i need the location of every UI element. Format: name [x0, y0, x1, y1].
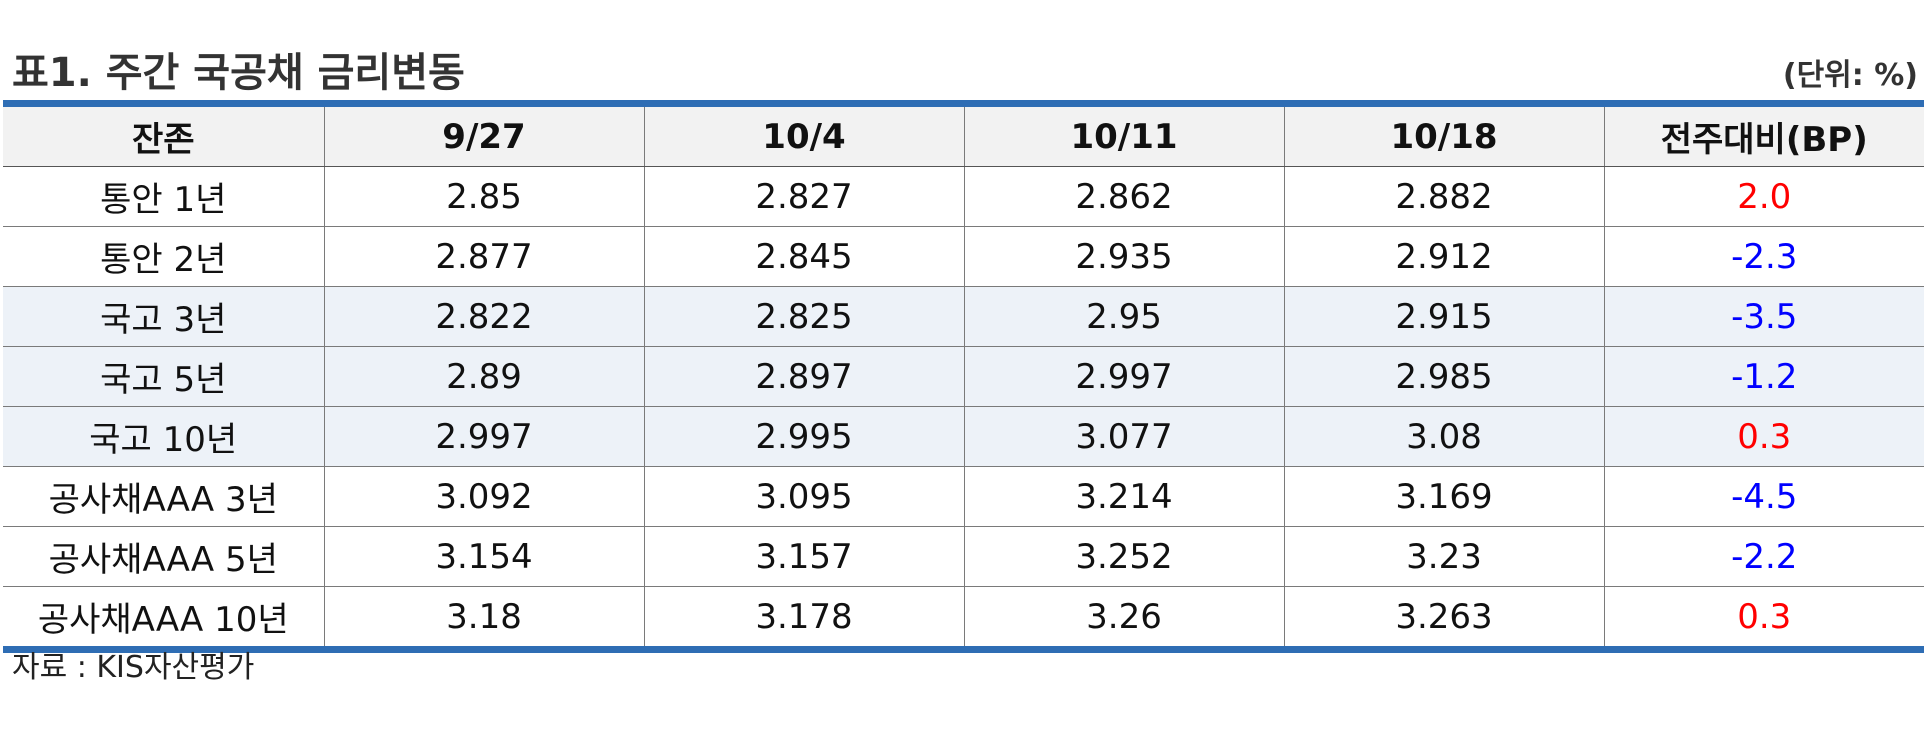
- change-cell: 0.3: [1603, 406, 1924, 467]
- rate-table-container: 잔존 9/27 10/4 10/11 10/18 전주대비(BP) 통안 1년 2…: [3, 100, 1924, 653]
- rate-table: 잔존 9/27 10/4 10/11 10/18 전주대비(BP) 통안 1년 2…: [3, 107, 1924, 646]
- table-header: 잔존 9/27 10/4 10/11 10/18 전주대비(BP): [3, 107, 1924, 167]
- table-row: 공사채AAA 5년 3.154 3.157 3.252 3.23 -2.2: [3, 526, 1924, 587]
- table-row: 통안 1년 2.85 2.827 2.862 2.882 2.0: [3, 166, 1924, 227]
- rate-cell: 2.997: [323, 406, 644, 467]
- header-date: 10/18: [1283, 107, 1604, 167]
- rate-cell: 3.26: [963, 586, 1284, 646]
- rate-cell: 3.18: [323, 586, 644, 646]
- rate-cell: 3.263: [1283, 586, 1604, 646]
- rate-cell: 2.897: [643, 346, 964, 407]
- row-label: 통안 2년: [3, 226, 324, 287]
- rate-cell: 2.995: [643, 406, 964, 467]
- row-label: 통안 1년: [3, 166, 324, 227]
- rate-cell: 3.252: [963, 526, 1284, 587]
- source-note: 자료 : KIS자산평가: [12, 650, 255, 685]
- rate-cell: 2.89: [323, 346, 644, 407]
- rate-cell: 2.915: [1283, 286, 1604, 347]
- table-title: 표1. 주간 국공채 금리변동: [12, 50, 465, 96]
- rate-cell: 2.95: [963, 286, 1284, 347]
- rate-cell: 3.092: [323, 466, 644, 527]
- rate-cell: 2.877: [323, 226, 644, 287]
- change-cell: 0.3: [1603, 586, 1924, 646]
- rate-cell: 2.985: [1283, 346, 1604, 407]
- header-row: 잔존 9/27 10/4 10/11 10/18 전주대비(BP): [3, 107, 1924, 167]
- table-row: 공사채AAA 3년 3.092 3.095 3.214 3.169 -4.5: [3, 466, 1924, 527]
- unit-label: (단위: %): [1782, 58, 1918, 93]
- rate-cell: 2.862: [963, 166, 1284, 227]
- row-label: 공사채AAA 5년: [3, 526, 324, 587]
- rate-cell: 3.154: [323, 526, 644, 587]
- rate-cell: 2.822: [323, 286, 644, 347]
- rate-cell: 2.827: [643, 166, 964, 227]
- rate-cell: 3.23: [1283, 526, 1604, 587]
- rate-cell: 3.095: [643, 466, 964, 527]
- header-weekly-change: 전주대비(BP): [1603, 107, 1924, 167]
- header-maturity: 잔존: [3, 107, 324, 167]
- header-date: 10/4: [643, 107, 964, 167]
- change-cell: -4.5: [1603, 466, 1924, 527]
- table-row: 통안 2년 2.877 2.845 2.935 2.912 -2.3: [3, 226, 1924, 287]
- rate-cell: 2.882: [1283, 166, 1604, 227]
- rate-cell: 2.825: [643, 286, 964, 347]
- change-cell: -2.2: [1603, 526, 1924, 587]
- rate-cell: 2.85: [323, 166, 644, 227]
- rate-cell: 3.08: [1283, 406, 1604, 467]
- table-body: 통안 1년 2.85 2.827 2.862 2.882 2.0 통안 2년 2.877 2.8…: [3, 166, 1924, 646]
- rate-cell: 2.912: [1283, 226, 1604, 287]
- row-label: 공사채AAA 3년: [3, 466, 324, 527]
- rate-cell: 3.214: [963, 466, 1284, 527]
- change-cell: -1.2: [1603, 346, 1924, 407]
- table-row: 국고 5년 2.89 2.897 2.997 2.985 -1.2: [3, 346, 1924, 407]
- rate-cell: 3.077: [963, 406, 1284, 467]
- row-label: 국고 5년: [3, 346, 324, 407]
- rate-cell: 2.845: [643, 226, 964, 287]
- header-date: 9/27: [323, 107, 644, 167]
- rate-cell: 2.935: [963, 226, 1284, 287]
- row-label: 국고 10년: [3, 406, 324, 467]
- table-row: 국고 10년 2.997 2.995 3.077 3.08 0.3: [3, 406, 1924, 467]
- rate-cell: 2.997: [963, 346, 1284, 407]
- header-date: 10/11: [963, 107, 1284, 167]
- row-label: 국고 3년: [3, 286, 324, 347]
- rate-cell: 3.157: [643, 526, 964, 587]
- row-label: 공사채AAA 10년: [37, 600, 289, 640]
- change-cell: -2.3: [1603, 226, 1924, 287]
- table-row: 공사채AAA 10년 3.18 3.178 3.26 3.263 0.3: [3, 586, 1924, 646]
- rate-cell: 3.169: [1283, 466, 1604, 527]
- rate-cell: 3.178: [643, 586, 964, 646]
- table-row: 국고 3년 2.822 2.825 2.95 2.915 -3.5: [3, 286, 1924, 347]
- change-cell: -3.5: [1603, 286, 1924, 347]
- change-cell: 2.0: [1603, 166, 1924, 227]
